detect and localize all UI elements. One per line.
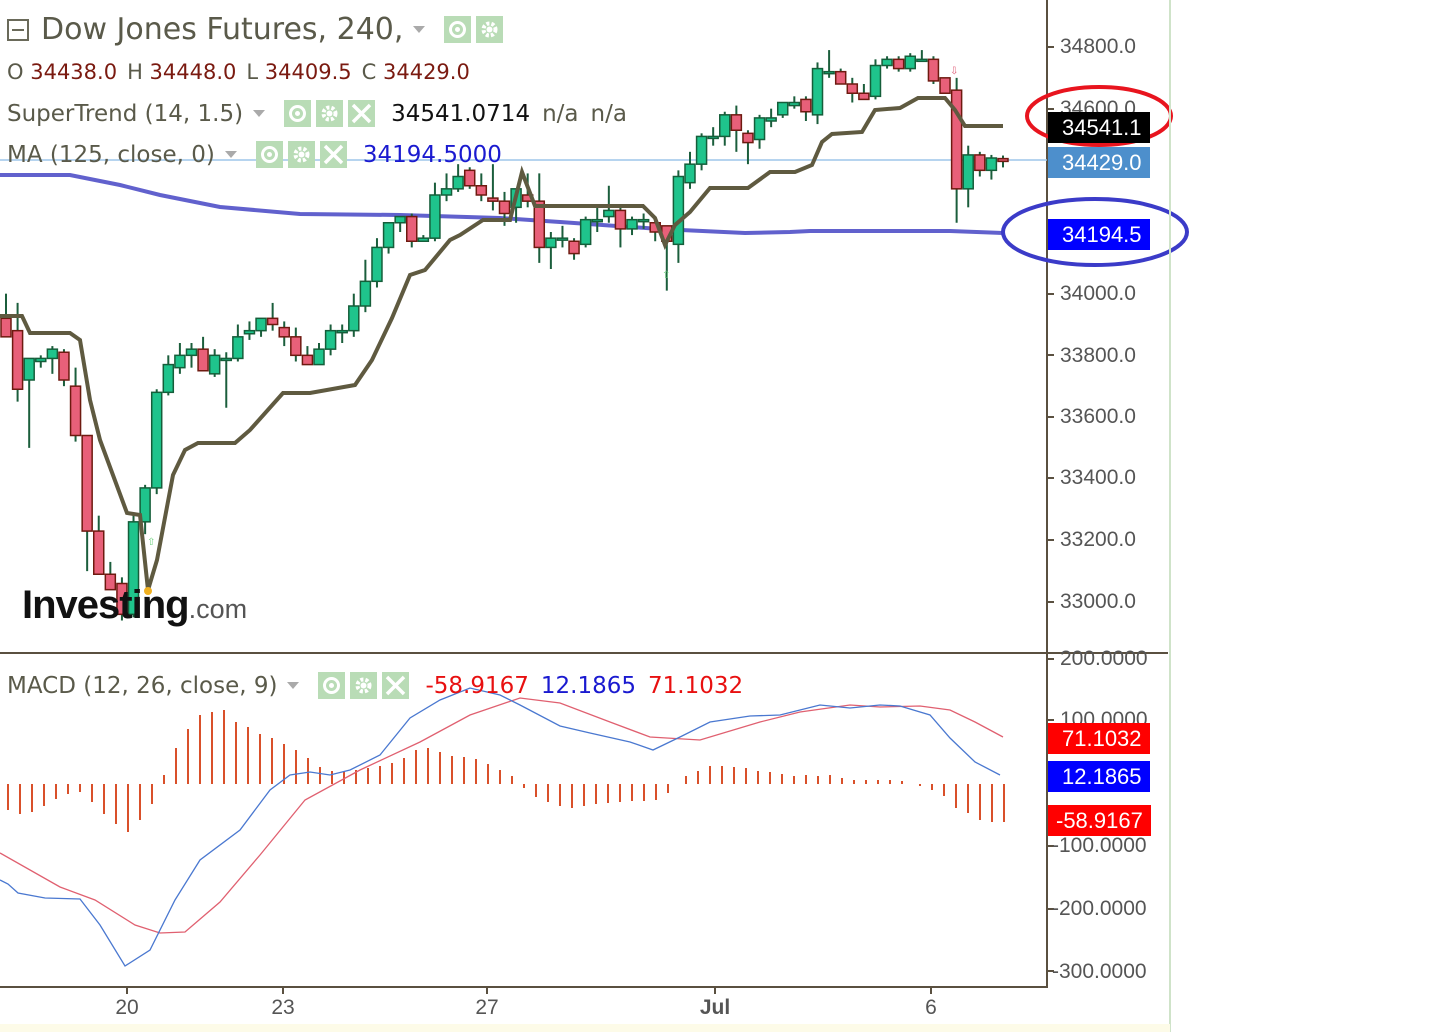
red-highlight-circle — [1025, 85, 1173, 147]
high-value: 34448.0 — [149, 60, 237, 84]
gear-icon[interactable] — [350, 672, 378, 699]
chevron-down-icon[interactable] — [287, 682, 300, 689]
supertrend-price-tag: 34541.1 — [1048, 112, 1150, 143]
collapse-icon[interactable] — [7, 18, 29, 41]
close-icon[interactable] — [319, 141, 347, 168]
price-axis-label: 33400.0 — [1060, 466, 1136, 489]
price-axis-label: 33800.0 — [1060, 344, 1136, 367]
time-axis-label: 6 — [925, 996, 937, 1019]
logo-main: Investing — [22, 583, 190, 627]
axis-ticks — [126, 46, 1054, 994]
price-axis-label: 34800.0 — [1060, 35, 1136, 58]
ma-price-tag: 34194.5 — [1048, 219, 1150, 250]
close-icon[interactable] — [348, 100, 376, 127]
close-icon[interactable] — [382, 672, 410, 699]
blue-highlight-circle — [1001, 197, 1189, 267]
open-value: 34438.0 — [30, 60, 118, 84]
close-key: C — [361, 60, 377, 84]
open-key: O — [7, 60, 24, 84]
macd-axis-label: 200.0000 — [1060, 647, 1148, 670]
macd-axis-label: -300.0000 — [1052, 960, 1147, 983]
macd-axis-label: -200.0000 — [1052, 897, 1147, 920]
low-value: 34409.5 — [264, 60, 352, 84]
time-axis-label: Jul — [699, 996, 731, 1019]
chevron-down-icon[interactable] — [413, 26, 426, 33]
supertrend-flip-marker — [144, 587, 152, 595]
time-axis-label: 20 — [115, 996, 139, 1019]
macd-lines — [0, 687, 1004, 967]
macd-signal-tag: 71.1032 — [1048, 723, 1150, 754]
macd-hist-tag: -58.9167 — [1048, 805, 1151, 836]
eye-icon[interactable] — [255, 141, 283, 168]
supertrend-value: 34541.0714 — [391, 100, 531, 127]
bottom-band — [0, 1024, 1170, 1032]
investing-logo: Investing.com — [22, 583, 247, 628]
panel-border — [1169, 0, 1171, 1032]
macd-label: MACD (12, 26, close, 9) — [7, 672, 278, 699]
price-axis-label: 33200.0 — [1060, 528, 1136, 551]
chart-title-row: Dow Jones Futures, 240, — [7, 12, 504, 47]
sell-arrow-icon: ⇩ — [950, 66, 958, 77]
macd-legend: MACD (12, 26, close, 9) -58.9167 12.1865… — [7, 672, 743, 699]
gear-icon[interactable] — [287, 141, 315, 168]
ma-label: MA (125, close, 0) — [7, 141, 215, 168]
ma-legend: MA (125, close, 0) 34194.5000 — [7, 141, 502, 168]
macd-signal-value: 71.1032 — [648, 672, 744, 699]
price-axis-label: 34000.0 — [1060, 282, 1136, 305]
eye-icon[interactable] — [444, 16, 472, 43]
buy-arrow-icon: ⇧ — [662, 270, 670, 281]
supertrend-extra1: n/a — [542, 100, 579, 127]
supertrend-legend: SuperTrend (14, 1.5) 34541.0714 n/a n/a — [7, 100, 627, 127]
eye-icon[interactable] — [318, 672, 346, 699]
chevron-down-icon[interactable] — [253, 110, 266, 117]
supertrend-extra2: n/a — [590, 100, 627, 127]
close-value: 34429.0 — [382, 60, 470, 84]
macd-hist-value: -58.9167 — [425, 672, 529, 699]
high-key: H — [127, 60, 143, 84]
gear-icon[interactable] — [316, 100, 344, 127]
time-axis-label: 23 — [271, 996, 295, 1019]
macd-value: 12.1865 — [540, 672, 637, 699]
logo-suffix: .com — [188, 594, 248, 624]
ohlc-row: O 34438.0 H 34448.0 L 34409.5 C 34429.0 — [7, 60, 480, 84]
last-price-tag: 34429.0 — [1048, 147, 1150, 178]
price-axis-label: 33600.0 — [1060, 405, 1136, 428]
price-axis-label: 33000.0 — [1060, 590, 1136, 613]
buy-arrow-icon: ⇧ — [147, 537, 155, 548]
ma-value: 34194.5000 — [362, 141, 502, 168]
supertrend-label: SuperTrend (14, 1.5) — [7, 100, 244, 127]
supertrend-line — [0, 96, 1003, 591]
time-axis-label: 27 — [475, 996, 499, 1019]
chevron-down-icon[interactable] — [224, 151, 237, 158]
macd-axis-label: -100.0000 — [1052, 834, 1147, 857]
low-key: L — [246, 60, 259, 84]
gear-icon[interactable] — [476, 16, 504, 43]
candlesticks — [0, 50, 1009, 621]
eye-icon[interactable] — [284, 100, 312, 127]
macd-line-tag: 12.1865 — [1048, 761, 1150, 792]
chart-title: Dow Jones Futures, 240, — [41, 12, 404, 47]
macd-histogram — [7, 710, 1005, 832]
